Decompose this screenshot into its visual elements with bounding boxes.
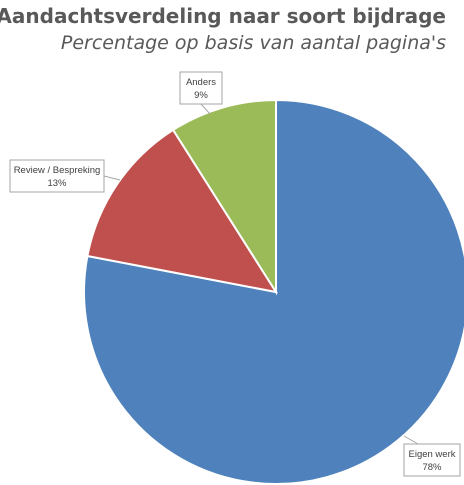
chart-subtitle: Percentage op basis van aantal pagina's	[60, 32, 446, 54]
callout-leader	[103, 175, 121, 181]
slice-value-label: 13%	[47, 178, 67, 189]
slice-value-label: 78%	[422, 462, 442, 473]
slice-label: Anders	[186, 77, 216, 88]
callout-box	[179, 71, 223, 105]
slice-value-label: 9%	[194, 90, 208, 101]
data-label-anders: Anders 9%	[179, 71, 223, 115]
pie-slice-anders	[171, 98, 277, 296]
pie-slice-review-bespreking	[86, 128, 279, 294]
callout-leader	[403, 435, 419, 445]
slice-label: Eigen werk	[409, 449, 456, 460]
chart-title: Aandachtsverdeling naar soort bijdrage	[0, 4, 446, 28]
callout-leader	[200, 103, 211, 115]
callout-box	[403, 443, 461, 477]
slice-label: Review / Bespreking	[14, 165, 101, 176]
data-label-eigen-werk: Eigen werk 78%	[403, 435, 461, 477]
callout-box	[9, 159, 105, 193]
data-label-review-bespreking: Review / Bespreking 13%	[9, 159, 121, 193]
